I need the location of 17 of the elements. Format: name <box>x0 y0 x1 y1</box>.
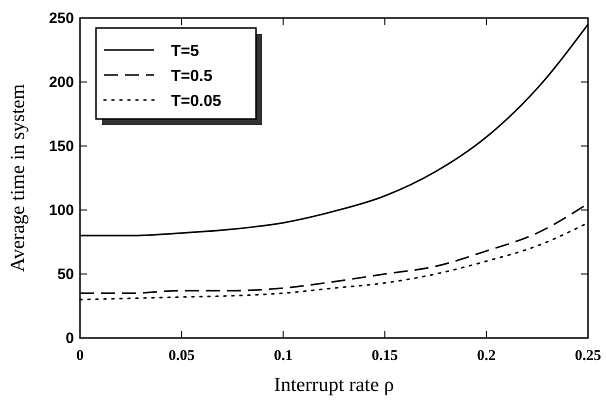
x-axis-title: Interrupt rate ρ <box>274 374 394 396</box>
legend-label: T=0.05 <box>171 93 222 110</box>
y-tick-label: 100 <box>48 202 74 219</box>
y-tick-label: 200 <box>48 74 74 91</box>
y-tick-label: 150 <box>48 138 74 155</box>
x-tick-label: 0.2 <box>477 348 496 364</box>
x-tick-label: 0.05 <box>168 348 195 364</box>
x-tick-label: 0 <box>76 348 84 364</box>
y-tick-label: 250 <box>48 10 74 27</box>
y-tick-label: 50 <box>57 266 74 283</box>
legend-label: T=0.5 <box>171 68 212 85</box>
x-tick-label: 0.15 <box>372 348 398 364</box>
y-tick-label: 0 <box>66 330 74 347</box>
legend-label: T=5 <box>171 43 200 60</box>
y-axis-title: Average time in system <box>7 84 29 272</box>
x-tick-label: 0.25 <box>574 348 602 364</box>
x-tick-label: 0.1 <box>274 348 293 364</box>
